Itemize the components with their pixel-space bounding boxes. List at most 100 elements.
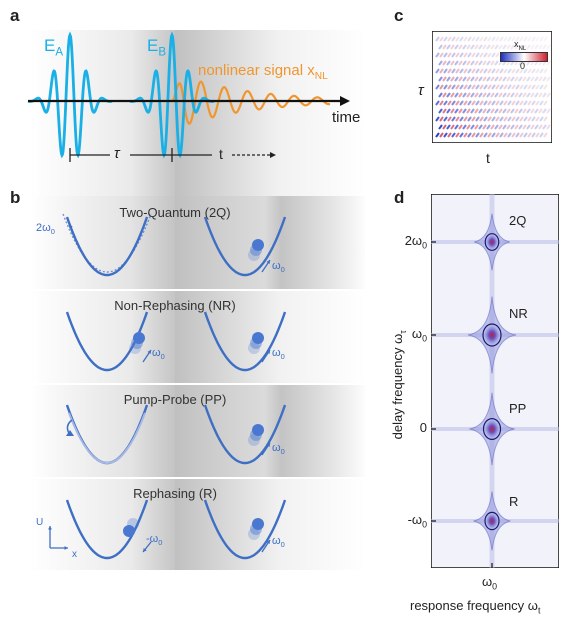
heatmap-stripe-blue [494, 124, 499, 130]
heatmap-stripe-red [471, 84, 476, 90]
row-r-right-label: ω0 [272, 535, 285, 550]
heatmap-stripe-red [479, 100, 484, 106]
heatmap-stripe-red [439, 132, 444, 138]
heatmap-stripe-red [503, 132, 508, 138]
heatmap-stripe-blue [454, 92, 459, 98]
heatmap-stripe-blue [454, 60, 459, 66]
shaded-region-pulse-b [175, 30, 365, 570]
panel-c-xlabel: t [486, 150, 490, 166]
heatmap-stripe-red [474, 108, 479, 114]
heatmap-stripe-blue [502, 76, 507, 82]
axis-u-label: U [36, 517, 44, 528]
heatmap-stripe-red [458, 108, 463, 114]
heatmap-stripe-red [450, 108, 455, 114]
heatmap-stripe-blue [510, 92, 515, 98]
heatmap-stripe-red [487, 68, 492, 74]
heatmap-stripe-red [514, 92, 519, 98]
heatmap-stripe-blue [475, 84, 480, 90]
ball-nr-left-trail-2 [129, 342, 141, 354]
heatmap-stripe-red [487, 84, 492, 90]
heatmap-stripe-blue [483, 36, 488, 42]
heatmap-stripe-blue [438, 124, 443, 130]
heatmap-stripe-red [490, 60, 495, 66]
heatmap-stripe-blue [534, 76, 539, 82]
heatmap-stripe-blue [534, 108, 539, 114]
heatmap-stripe-red [503, 84, 508, 90]
heatmap-stripe-blue [491, 52, 496, 58]
heatmap-stripe-blue [459, 68, 464, 74]
heatmap-frame [432, 31, 552, 143]
well-left-2q-dotted [62, 213, 152, 273]
heatmap-stripe-red [447, 68, 452, 74]
panel-d-2d-spectrum [431, 194, 559, 568]
peak-label-pp: PP [509, 401, 527, 416]
heatmap-stripe-blue [435, 68, 440, 74]
heatmap-stripe-blue [475, 52, 480, 58]
heatmap-stripe-blue [494, 108, 499, 114]
heatmap-stripe-blue [483, 52, 488, 58]
heatmap-stripe-blue [475, 36, 480, 42]
heatmap-stripe-blue [494, 44, 499, 50]
heatmap-stripe-blue [435, 132, 440, 138]
axis-x-arrow-head [64, 546, 68, 550]
heatmap-stripe-blue [475, 100, 480, 106]
heatmap-stripe-red [519, 84, 524, 90]
heatmap-stripe-red [506, 108, 511, 114]
ball-nr-right [252, 332, 264, 344]
heatmap-stripe-blue [443, 84, 448, 90]
heatmap-stripe-blue [515, 116, 520, 122]
heatmap-stripe-red [466, 92, 471, 98]
heatmap-stripe-blue [539, 100, 544, 106]
arrow-2q-left-head [68, 224, 73, 228]
heatmap-stripe-blue [478, 108, 483, 114]
heatmap-stripe-red [482, 124, 487, 130]
heatmap-stripe-red [495, 52, 500, 58]
heatmap-stripe-blue [510, 124, 515, 130]
heatmap-stripe-red [458, 92, 463, 98]
arrow-nr-right-head [266, 350, 270, 354]
heatmap-stripe-red [447, 116, 452, 122]
heatmap-stripe-red [514, 76, 519, 82]
heatmap-stripe-red [455, 116, 460, 122]
ball-pp-right-trail-2 [248, 434, 260, 446]
heatmap-stripe-blue [446, 44, 451, 50]
t-arrowhead [270, 152, 276, 158]
axis-u-arrow-head [48, 526, 52, 530]
heatmap-stripe-blue [459, 132, 464, 138]
heatmap-stripe-blue [502, 108, 507, 114]
heatmap-stripe-red [479, 36, 484, 42]
heatmap-stripe-red [463, 84, 468, 90]
heatmap-stripe-blue [499, 36, 504, 42]
heatmap-stripe-red [535, 116, 540, 122]
heatmap-stripe-blue [467, 100, 472, 106]
heatmap-stripe-red [495, 132, 500, 138]
heatmap-stripe-red [511, 36, 516, 42]
ball-pp-right [252, 424, 264, 436]
panel-letter-d: d [394, 188, 405, 207]
heatmap-stripe-red [527, 116, 532, 122]
peak-nr-core [482, 323, 502, 347]
heatmap-stripe-blue [451, 36, 456, 42]
ytick-2w0: 2ω0 [404, 233, 427, 251]
heatmap-stripe-blue [542, 92, 547, 98]
panel-c-colorbar-label: xNL [514, 39, 527, 52]
nonlinear-signal-label: nonlinear signal xNL [198, 62, 328, 82]
heatmap-stripe-blue [470, 76, 475, 82]
heatmap-stripe-red [514, 124, 519, 130]
heatmap-stripe-blue [526, 92, 531, 98]
heatmap-stripe-red [471, 36, 476, 42]
panel-c-ylabel: τ [418, 82, 424, 99]
heatmap-stripe-red [543, 132, 548, 138]
heatmap-stripe-red [519, 36, 524, 42]
row-divider-2 [30, 383, 365, 385]
heatmap-stripe-red [447, 36, 452, 42]
heatmap-stripe-red [527, 100, 532, 106]
heatmap-stripe-blue [523, 116, 528, 122]
row-title-2q: Two-Quantum (2Q) [119, 205, 231, 220]
heatmap-stripe-red [482, 60, 487, 66]
row-pp-right-label: ω0 [272, 442, 285, 457]
heatmap-stripe-blue [523, 132, 528, 138]
heatmap-stripe-red [479, 116, 484, 122]
heatmap-stripe-red [455, 52, 460, 58]
heatmap-stripe-blue [518, 108, 523, 114]
